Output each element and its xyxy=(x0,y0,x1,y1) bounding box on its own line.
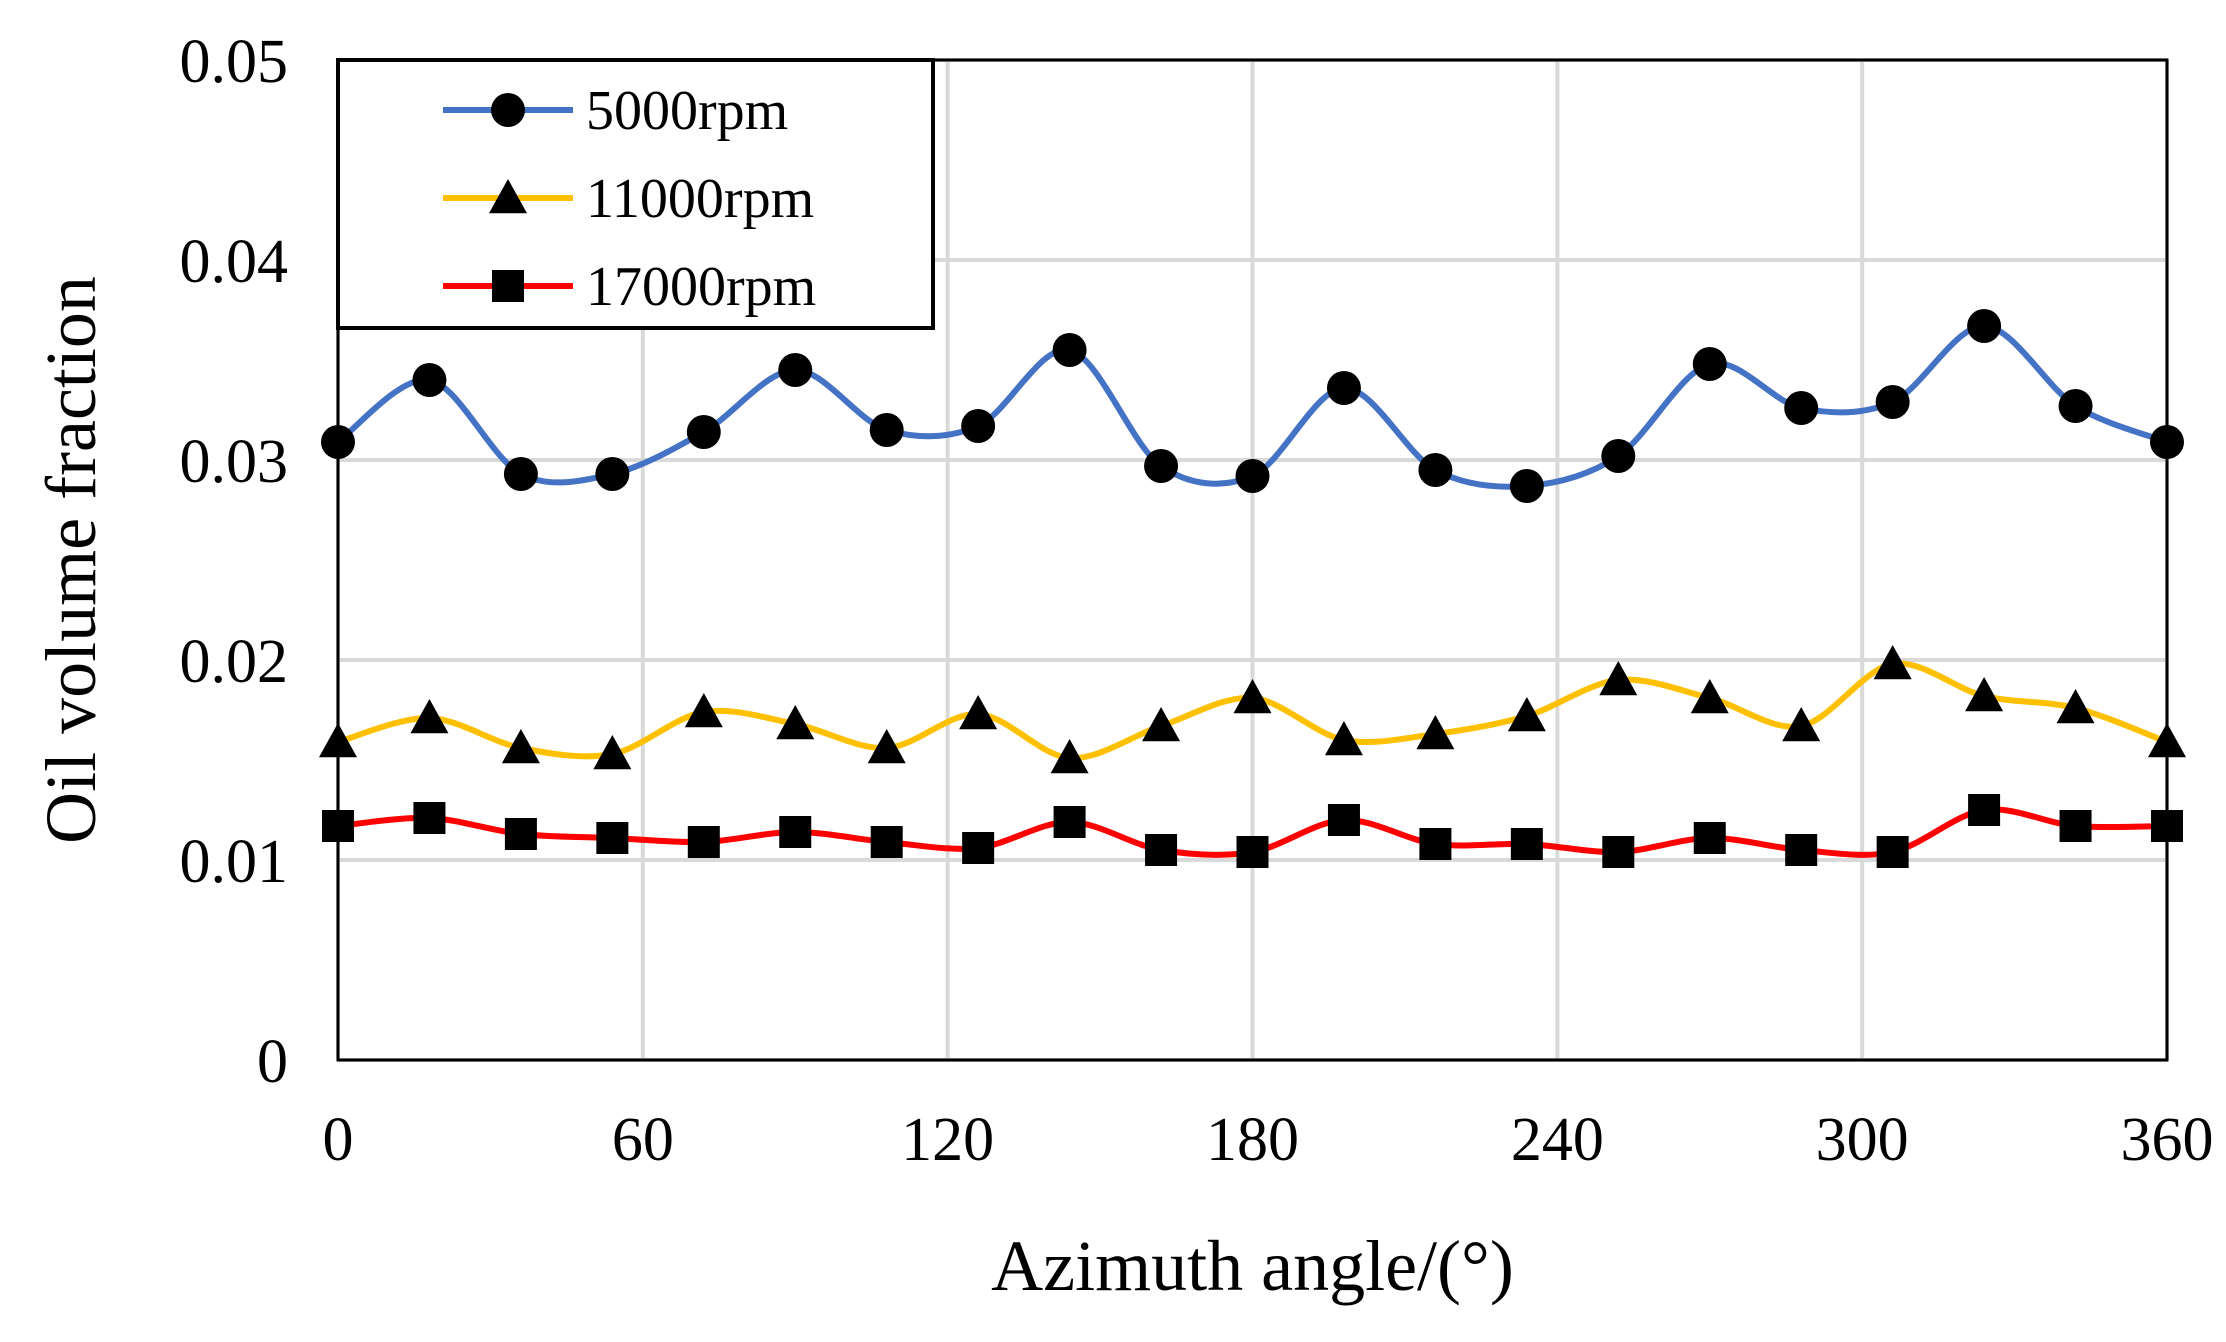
data-point xyxy=(1873,645,1912,680)
data-point xyxy=(1050,739,1089,774)
data-point xyxy=(1327,804,1360,836)
y-axis-title: Oil volume fraction xyxy=(31,276,111,844)
data-point xyxy=(961,409,996,443)
data-point xyxy=(410,699,449,734)
data-point xyxy=(1418,453,1453,487)
x-tick-label: 120 xyxy=(901,1106,994,1174)
y-tick-label: 0.05 xyxy=(180,28,289,96)
data-point xyxy=(1784,391,1819,425)
legend-marker xyxy=(491,93,525,127)
data-point xyxy=(1967,309,2002,343)
data-point xyxy=(870,826,903,858)
data-point xyxy=(1601,439,1636,473)
legend-item: 17000rpm xyxy=(443,256,816,318)
data-point xyxy=(1510,828,1543,860)
series-17000rpm xyxy=(322,794,2183,868)
legend-marker xyxy=(489,179,527,214)
data-point xyxy=(1785,834,1818,866)
x-tick-label: 360 xyxy=(2121,1106,2214,1174)
legend-box xyxy=(336,58,935,330)
plot-frame xyxy=(336,58,2169,1062)
data-point xyxy=(1876,836,1909,868)
data-point xyxy=(1235,459,1270,493)
data-point xyxy=(1142,707,1181,742)
legend-label: 5000rpm xyxy=(586,80,788,142)
y-tick-label: 0.01 xyxy=(180,828,289,896)
data-point xyxy=(1965,677,2004,712)
data-point xyxy=(1233,679,1272,714)
data-point xyxy=(596,822,629,854)
data-point xyxy=(1599,661,1638,696)
data-point xyxy=(2058,389,2093,423)
data-point xyxy=(776,705,815,740)
data-point xyxy=(1145,834,1178,866)
data-point xyxy=(1692,347,1727,381)
data-point xyxy=(687,826,720,858)
data-point xyxy=(1419,828,1452,860)
data-point xyxy=(2056,689,2095,724)
data-point xyxy=(501,729,540,764)
data-point xyxy=(1507,697,1546,732)
data-point xyxy=(413,802,446,834)
data-point xyxy=(962,832,995,864)
data-point xyxy=(686,415,721,449)
data-point xyxy=(595,457,630,491)
y-tick-label: 0.02 xyxy=(180,628,289,696)
data-point xyxy=(1144,449,1179,483)
data-point xyxy=(1875,385,1910,419)
data-point xyxy=(1509,469,1544,503)
x-tick-label: 300 xyxy=(1816,1106,1909,1174)
legend-item: 11000rpm xyxy=(443,168,814,230)
y-tick-label: 0 xyxy=(257,1028,288,1096)
data-point xyxy=(779,816,812,848)
data-point xyxy=(412,363,447,397)
legend-label: 11000rpm xyxy=(586,168,814,230)
x-axis-title: Azimuth angle/(°) xyxy=(991,1226,1514,1306)
data-point xyxy=(1968,794,2001,826)
x-tick-label: 0 xyxy=(323,1106,354,1174)
series-layer xyxy=(319,309,2186,868)
data-point xyxy=(869,413,904,447)
data-point xyxy=(1416,715,1455,750)
data-point xyxy=(778,353,813,387)
legend-label: 17000rpm xyxy=(586,256,816,318)
data-point xyxy=(1053,806,1086,838)
data-point xyxy=(503,457,538,491)
data-point xyxy=(1052,333,1087,367)
data-point xyxy=(2059,810,2092,842)
data-point xyxy=(593,735,632,770)
data-point xyxy=(1326,371,1361,405)
series-11000rpm xyxy=(319,645,2186,774)
x-tick-label: 240 xyxy=(1511,1106,1604,1174)
data-point xyxy=(684,693,723,728)
legend: 5000rpm 11000rpm 17000rpm xyxy=(336,58,935,330)
legend-marker xyxy=(492,270,524,302)
data-point xyxy=(1324,721,1363,756)
data-point xyxy=(1236,836,1269,868)
x-tick-label: 60 xyxy=(612,1106,674,1174)
tick-labels: 0 0.01 0.02 0.03 0.04 0.05 0 60 120 180 240 300 360 xyxy=(180,28,2214,1174)
data-point xyxy=(1782,707,1821,742)
legend-item: 5000rpm xyxy=(443,80,788,142)
series-5000rpm xyxy=(321,309,2184,503)
data-point xyxy=(959,695,998,730)
data-point xyxy=(1602,836,1635,868)
y-tick-label: 0.03 xyxy=(180,428,289,496)
x-tick-label: 180 xyxy=(1206,1106,1299,1174)
data-point xyxy=(504,818,537,850)
data-point xyxy=(1693,822,1726,854)
data-point xyxy=(867,729,906,764)
y-tick-label: 0.04 xyxy=(180,228,289,296)
data-point xyxy=(1690,679,1729,714)
